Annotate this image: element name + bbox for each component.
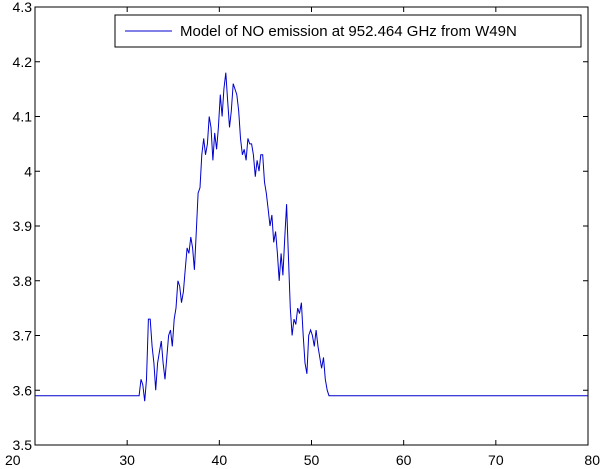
legend: Model of NO emission at 952.464 GHz from… (114, 14, 582, 48)
plot-area (34, 6, 589, 446)
y-tick-label: 3.5 (13, 437, 33, 453)
x-tick-label: 30 (119, 452, 135, 468)
x-tick-label: 20 (5, 452, 21, 468)
x-tick-labels: 20 30 40 50 60 70 80 (5, 452, 600, 468)
y-tick-label: 4.1 (13, 109, 33, 125)
y-tick-labels: 3.5 3.6 3.7 3.8 3.9 4 4.1 4.2 4.3 (13, 0, 33, 453)
series-lines (35, 72, 588, 402)
y-tick-label: 3.6 (13, 382, 33, 398)
legend-label: Model of NO emission at 952.464 GHz from… (180, 23, 517, 40)
x-tick-label: 80 (584, 452, 600, 468)
x-tick-label: 50 (304, 452, 320, 468)
y-tick-label: 4.3 (13, 0, 33, 15)
y-tick-label: 3.8 (13, 273, 33, 289)
y-tick-label: 3.9 (13, 218, 33, 234)
axis-ticks (34, 6, 589, 446)
x-tick-label: 60 (396, 452, 412, 468)
y-tick-label: 4.2 (13, 54, 33, 70)
legend-box (114, 14, 582, 48)
x-tick-label: 70 (488, 452, 504, 468)
y-tick-label: 4 (24, 163, 32, 179)
series-line-0 (35, 72, 588, 402)
y-tick-label: 3.7 (13, 328, 33, 344)
x-tick-label: 40 (212, 452, 228, 468)
